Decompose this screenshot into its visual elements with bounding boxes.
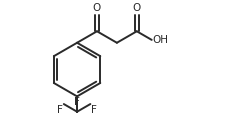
Text: F: F: [74, 97, 80, 107]
Text: F: F: [91, 105, 97, 115]
Text: O: O: [133, 3, 141, 13]
Text: F: F: [57, 105, 63, 115]
Text: O: O: [93, 3, 101, 13]
Text: OH: OH: [153, 35, 169, 45]
